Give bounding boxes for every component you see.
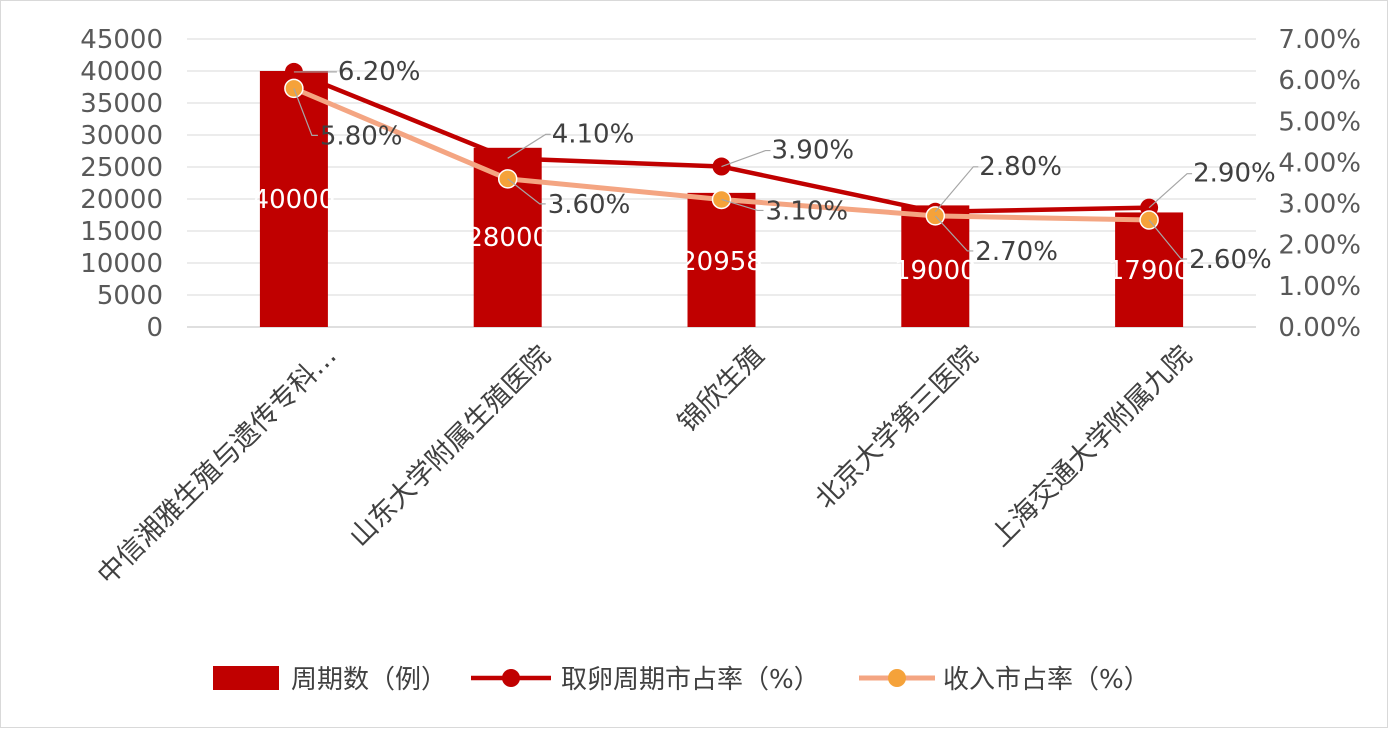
- right-axis-tick-label: 2.00%: [1278, 231, 1361, 261]
- right-axis-tick-label: 0.00%: [1278, 313, 1361, 343]
- line-value-label: 2.70%: [975, 237, 1058, 267]
- label-leader-line: [721, 149, 771, 168]
- bar: [1115, 212, 1184, 327]
- line-value-label: 2.90%: [1193, 159, 1276, 189]
- right-axis-tick-label: 6.00%: [1278, 66, 1361, 96]
- bar-value-label: 17900: [1108, 256, 1191, 286]
- category-label: 山东大学附属生殖医院: [344, 340, 557, 553]
- left-axis-tick-label: 10000: [80, 249, 163, 279]
- legend-label: 取卵周期市占率（%）: [561, 665, 820, 695]
- left-axis-tick-label: 0: [146, 313, 163, 343]
- bar-value-label: 40000: [253, 185, 336, 215]
- right-axis-tick-label: 4.00%: [1278, 148, 1361, 178]
- label-leader-line: [507, 178, 546, 205]
- right-axis-tick-label: 1.00%: [1278, 272, 1361, 302]
- left-axis-tick-label: 15000: [80, 217, 163, 247]
- right-axis-tick-label: 3.00%: [1278, 190, 1361, 220]
- line-value-label: 4.10%: [552, 119, 635, 149]
- label-leader-line: [721, 198, 764, 212]
- bar: [901, 205, 970, 327]
- legend-marker: [888, 669, 906, 687]
- legend-swatch-bar: [213, 666, 279, 690]
- category-label: 锦欣生殖: [672, 340, 770, 438]
- left-axis-tick-label: 45000: [80, 25, 163, 55]
- right-axis-tick-label: 7.00%: [1278, 25, 1361, 55]
- legend-label: 收入市占率（%）: [943, 665, 1150, 695]
- legend-label: 周期数（例）: [291, 665, 447, 695]
- line-value-label: 2.80%: [979, 152, 1062, 182]
- label-leader-line: [934, 215, 974, 252]
- category-label: 北京大学第三医院: [810, 340, 985, 515]
- bar: [259, 71, 328, 327]
- line-value-label: 3.10%: [766, 196, 849, 226]
- line-value-label: 3.60%: [548, 190, 631, 220]
- label-leader-line: [1148, 173, 1193, 209]
- left-axis-tick-label: 30000: [80, 121, 163, 151]
- category-label: 中信湘雅生殖与遗传专科…: [92, 340, 343, 591]
- right-axis-tick-label: 5.00%: [1278, 107, 1361, 137]
- label-leader-line: [934, 166, 979, 213]
- bar-value-label: 19000: [894, 256, 977, 286]
- label-leader-line: [293, 88, 318, 136]
- left-axis-tick-label: 40000: [80, 57, 163, 87]
- line-value-label: 5.80%: [320, 121, 403, 151]
- label-leader-line: [1148, 219, 1188, 260]
- bar-value-label: 20958: [680, 247, 763, 277]
- category-label: 上海交通大学附属九院: [985, 340, 1198, 553]
- label-leader-line: [507, 133, 551, 159]
- left-axis-tick-label: 20000: [80, 185, 163, 215]
- legend-marker: [502, 669, 520, 687]
- left-axis-tick-label: 5000: [97, 281, 163, 311]
- line-value-label: 6.20%: [338, 57, 421, 87]
- bar-value-label: 28000: [466, 223, 549, 253]
- bar: [687, 192, 756, 327]
- line-value-label: 3.90%: [772, 136, 855, 166]
- left-axis-tick-label: 25000: [80, 153, 163, 183]
- line-value-label: 2.60%: [1189, 245, 1272, 275]
- left-axis-tick-label: 35000: [80, 89, 163, 119]
